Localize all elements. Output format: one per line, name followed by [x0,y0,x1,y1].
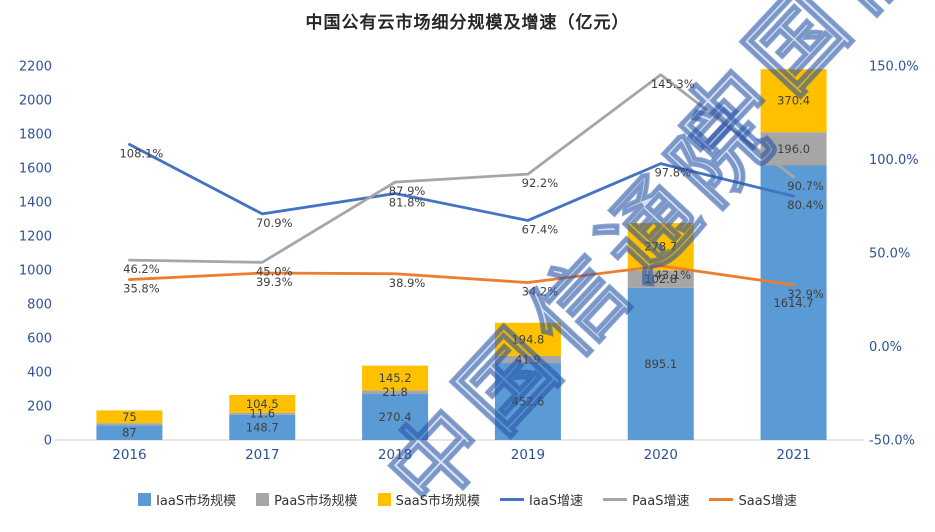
bar-segment-IaaS市场规模-2017 [229,414,296,440]
bar-data-label: 270.4 [379,410,412,424]
y-left-tick-label: 200 [27,400,52,415]
bar-data-label: 148.7 [246,420,279,434]
bar-segment-IaaS市场规模-2018 [362,394,429,440]
legend-label: PaaS增速 [632,494,690,509]
line-PaaS增速 [128,73,795,264]
y-left-tick-label: 400 [27,366,52,381]
bar-data-label: 21.8 [382,385,408,399]
line-data-label: 34.2% [522,285,559,299]
legend-label: SaaS增速 [738,494,797,509]
bar-segment-PaaS市场规模-2017 [229,412,296,415]
y-left-tick-label: 600 [27,332,52,347]
line-data-label: 35.8% [123,282,160,296]
bar-segment-SaaS市场规模-2017 [229,394,296,413]
x-axis-tick-label: 2016 [112,447,146,463]
y-left-tick-label: 800 [27,298,52,313]
bar-data-label: 194.8 [511,332,544,346]
legend-item-paas-growth: PaaS增速 [603,490,689,509]
chart-legend: IaaS市场规模 PaaS市场规模 SaaS市场规模 IaaS增速 PaaS增速… [0,490,935,509]
legend-item-iaas-growth: IaaS增速 [500,490,583,509]
bar-segment-PaaS市场规模-2019 [494,355,561,364]
bar-data-label: 1614.7 [773,296,813,310]
bar-segment-SaaS市场规模-2020 [627,222,694,271]
legend-item-paas-scale: PaaS市场规模 [256,490,358,509]
x-axis-tick-label: 2019 [511,447,545,463]
line-data-label: 80.4% [787,198,824,212]
line-data-label: 92.2% [522,176,559,190]
line-data-label: 81.8% [389,196,426,210]
legend-label: SaaS市场规模 [395,494,480,509]
line-SaaS增速 [128,264,795,287]
y-right-tick-label: 100.0% [869,153,919,168]
bar-data-label: 87 [122,426,137,440]
line-data-label: 70.9% [256,216,293,230]
legend-label: PaaS市场规模 [274,494,358,509]
legend-swatch-saas-bar-icon [377,493,391,506]
bar-data-label: 102.8 [644,272,677,286]
y-left-tick-label: 1000 [19,264,52,279]
bar-data-label: 145.2 [379,371,412,385]
chart-title: 中国公有云市场细分规模及增速（亿元） [305,13,630,33]
y-left-tick-label: 2000 [19,94,52,109]
y-left-tick-label: 1800 [19,128,52,143]
bar-segment-IaaS市场规模-2020 [627,287,694,440]
legend-item-iaas-scale: IaaS市场规模 [138,490,236,509]
line-data-label: 145.3% [651,77,695,91]
bar-segment-SaaS市场规模-2021 [760,69,827,133]
legend-swatch-iaas-line-icon [500,497,524,502]
bar-data-label: 452.6 [511,395,544,409]
line-data-label: 90.7% [787,179,824,193]
legend-label: IaaS市场规模 [156,494,237,509]
bar-segment-IaaS市场规模-2019 [494,363,561,440]
line-data-label: 108.1% [119,146,163,160]
line-data-label: 39.3% [256,275,293,289]
bar-segment-SaaS市场规模-2018 [362,365,429,391]
y-left-tick-label: 1600 [19,162,52,177]
bar-data-label: 104.5 [246,397,279,411]
legend-item-saas-scale: SaaS市场规模 [377,490,480,509]
y-left-tick-label: 0 [44,434,52,449]
line-data-label: 43.1% [654,268,691,282]
legend-label: IaaS增速 [529,494,584,509]
bar-data-label: 196.0 [777,142,810,156]
line-data-label: 45.0% [256,264,293,278]
legend-item-saas-growth: SaaS增速 [709,490,797,509]
legend-swatch-paas-line-icon [603,497,628,502]
line-data-label: 87.9% [389,184,426,198]
x-axis-tick-label: 2017 [245,447,279,463]
bar-data-label: 75 [122,410,137,424]
bar-data-label: 11.6 [249,407,275,421]
line-data-label: 67.4% [522,222,559,236]
bar-segment-IaaS市场规模-2021 [760,165,827,440]
x-axis-tick-label: 2021 [776,447,810,463]
bar-segment-PaaS市场规模-2020 [627,270,694,288]
bar-segment-SaaS市场规模-2016 [96,410,163,424]
bar-data-label: 370.4 [777,94,810,108]
y-right-tick-label: 0.0% [869,340,902,355]
y-left-tick-label: 1400 [19,196,52,211]
y-left-tick-label: 2200 [19,60,52,75]
line-data-label: 46.2% [123,262,160,276]
bar-data-label: 41.9 [515,352,541,366]
legend-swatch-iaas-bar-icon [138,493,152,506]
bar-data-label: 278.7 [644,240,677,254]
legend-swatch-paas-bar-icon [256,493,270,506]
bar-segment-PaaS市场规模-2018 [362,390,429,395]
line-IaaS增速 [128,142,795,222]
x-axis-tick-label: 2018 [378,447,412,463]
y-right-tick-label: -50.0% [869,434,915,449]
legend-swatch-saas-line-icon [709,497,734,502]
line-data-label: 38.9% [389,276,426,290]
bar-segment-PaaS市场规模-2016 [96,423,163,426]
line-data-label: 97.8% [654,166,691,180]
y-right-tick-label: 50.0% [869,247,910,262]
x-axis-tick-label: 2020 [644,447,678,463]
bar-segment-SaaS市场规模-2019 [494,322,561,356]
y-right-tick-label: 150.0% [869,60,919,75]
bar-data-label: 895.1 [644,357,677,371]
y-left-tick-label: 1200 [19,230,52,245]
bar-segment-IaaS市场规模-2016 [96,425,163,440]
line-data-label: 32.9% [787,287,824,301]
chart-plot-area: 0 200 400 600 800 1000 1200 1400 1600 1800 2000 220… [19,60,919,464]
